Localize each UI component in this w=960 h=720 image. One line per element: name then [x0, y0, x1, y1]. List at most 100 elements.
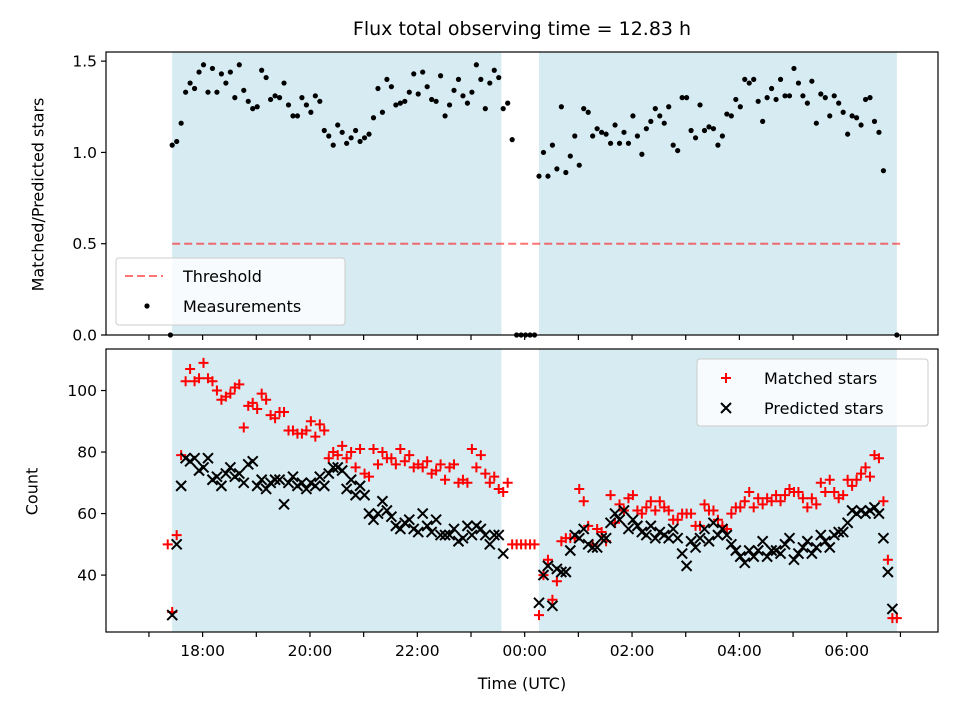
data-point: [672, 514, 683, 525]
data-point: [424, 84, 430, 90]
data-point: [207, 376, 218, 387]
data-point: [643, 126, 649, 132]
data-point: [278, 498, 290, 511]
data-point: [406, 89, 412, 95]
data-point: [247, 455, 259, 467]
data-point: [482, 106, 488, 112]
data-point: [386, 453, 397, 464]
data-point: [744, 487, 755, 498]
data-point: [430, 514, 442, 526]
data-point: [491, 67, 497, 73]
data-point: [752, 544, 764, 557]
data-point: [551, 576, 562, 587]
data-point: [211, 385, 222, 396]
data-point: [671, 532, 684, 544]
data-point: [810, 541, 823, 554]
x-tick-label: 00:00: [502, 642, 547, 660]
data-point: [421, 520, 433, 532]
data-point: [464, 100, 471, 106]
y-tick-label: 60: [77, 505, 97, 523]
data-point: [591, 541, 603, 554]
data-point: [479, 529, 492, 541]
data-point: [344, 140, 350, 146]
data-point: [811, 499, 822, 510]
data-point: [327, 461, 339, 474]
data-point: [760, 118, 766, 124]
data-point: [294, 113, 301, 119]
data-point: [616, 140, 623, 146]
data-point: [403, 514, 415, 526]
data-point: [882, 554, 893, 565]
data-point: [175, 480, 187, 492]
data-point: [234, 379, 245, 390]
data-point: [728, 113, 734, 119]
data-point: [301, 425, 312, 436]
data-point: [330, 142, 336, 148]
data-point: [348, 135, 354, 141]
data-point: [381, 504, 393, 517]
data-point: [340, 483, 353, 495]
data-point: [761, 550, 773, 563]
data-point: [609, 507, 621, 520]
data-point: [871, 118, 878, 124]
data-point: [437, 73, 444, 79]
data-point: [256, 388, 267, 399]
data-point: [238, 477, 250, 489]
data-point: [791, 65, 797, 72]
data-point: [296, 477, 308, 489]
data-point: [873, 507, 885, 520]
data-point: [766, 496, 777, 507]
data-point: [827, 113, 833, 119]
data-point: [361, 135, 368, 141]
data-point: [260, 483, 272, 495]
data-point: [385, 510, 398, 523]
data-point: [227, 69, 233, 75]
data-point: [263, 74, 269, 81]
data-point: [422, 456, 433, 467]
data-point: [323, 467, 335, 480]
data-point: [471, 462, 482, 473]
data-point: [775, 496, 786, 507]
data-point: [842, 474, 853, 485]
data-point: [442, 113, 448, 119]
data-point: [739, 557, 751, 569]
data-point: [560, 566, 572, 578]
panel-bottom: 40 60 80 100 18:00 20:00 22:00 00:00 02:00 04:00 0…: [67, 348, 939, 660]
data-point: [782, 93, 788, 99]
panel-top: 0.0 0.5 1.0 1.5 Threshold Measurements: [72, 51, 939, 345]
data-point: [578, 496, 589, 507]
data-point: [622, 523, 635, 535]
legend-measurements-swatch: [144, 303, 150, 309]
data-point: [630, 113, 636, 119]
data-point: [336, 464, 348, 477]
y-tick-label: 80: [77, 444, 97, 462]
data-point: [300, 483, 313, 495]
data-point: [162, 539, 173, 550]
legend-label: Matched stars: [764, 369, 877, 388]
data-point: [882, 566, 894, 578]
legend-label: Measurements: [183, 297, 301, 316]
data-point: [661, 120, 667, 126]
data-point: [435, 459, 446, 470]
data-point: [567, 153, 573, 159]
data-point: [607, 140, 614, 146]
data-point: [205, 89, 211, 95]
data-point: [786, 93, 793, 99]
data-point: [663, 505, 674, 516]
data-point: [824, 541, 836, 554]
data-point: [439, 529, 451, 541]
data-point: [780, 490, 791, 501]
x-tick-label: 20:00: [288, 642, 333, 660]
data-point: [211, 470, 223, 483]
data-point: [388, 84, 394, 90]
data-point: [279, 407, 290, 418]
data-point: [600, 532, 612, 544]
data-point: [581, 106, 587, 112]
data-point: [379, 109, 386, 115]
data-point: [877, 532, 890, 544]
legend-matched-swatch: [721, 373, 731, 383]
data-point: [415, 91, 421, 97]
data-point: [261, 394, 272, 405]
data-point: [806, 547, 818, 560]
data-point: [268, 96, 274, 103]
